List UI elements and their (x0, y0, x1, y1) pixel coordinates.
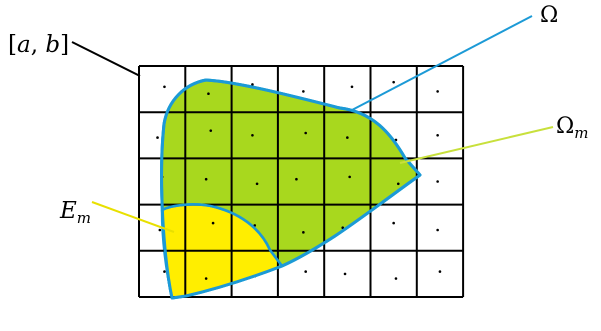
sample-point (394, 277, 398, 280)
interval-label: [a, b] (8, 32, 69, 58)
sample-points (156, 80, 442, 280)
sample-point (251, 83, 254, 86)
sample-point (304, 270, 307, 273)
grid-lines (138, 65, 465, 298)
sample-point (436, 134, 439, 137)
sample-point (302, 231, 305, 234)
omega-m-leader-line (399, 126, 554, 164)
sample-point (156, 136, 159, 139)
omega-outline (160, 78, 422, 300)
sample-point (436, 180, 439, 183)
sample-point (207, 92, 210, 96)
sample-point (392, 80, 395, 84)
sample-point (211, 221, 215, 225)
sample-point (436, 90, 439, 93)
omega-leader-line (351, 15, 533, 111)
sample-point (436, 228, 439, 232)
e-m-label: Em (59, 198, 91, 227)
omega-m-label: Ωm (556, 114, 588, 142)
e-m-outline (161, 203, 283, 267)
sample-point (346, 136, 349, 139)
sample-point (204, 277, 208, 280)
sample-point (348, 175, 351, 179)
sample-point (209, 129, 213, 132)
sample-point (396, 182, 400, 186)
sample-point (392, 221, 395, 225)
sample-point (302, 90, 305, 93)
sample-point (163, 270, 166, 273)
sample-point (304, 131, 307, 135)
sample-point (295, 177, 298, 181)
sample-point (341, 226, 345, 229)
sample-point (350, 85, 354, 89)
sample-point (251, 134, 254, 137)
omega-label: Ω (540, 3, 558, 28)
sample-point (255, 182, 259, 186)
e-m-leader-line (91, 201, 175, 233)
sample-point (158, 228, 162, 232)
sample-point (343, 272, 347, 276)
sample-point (204, 177, 208, 181)
sample-point (163, 85, 166, 89)
interval-leader-line (71, 41, 141, 77)
sample-point (438, 270, 442, 273)
